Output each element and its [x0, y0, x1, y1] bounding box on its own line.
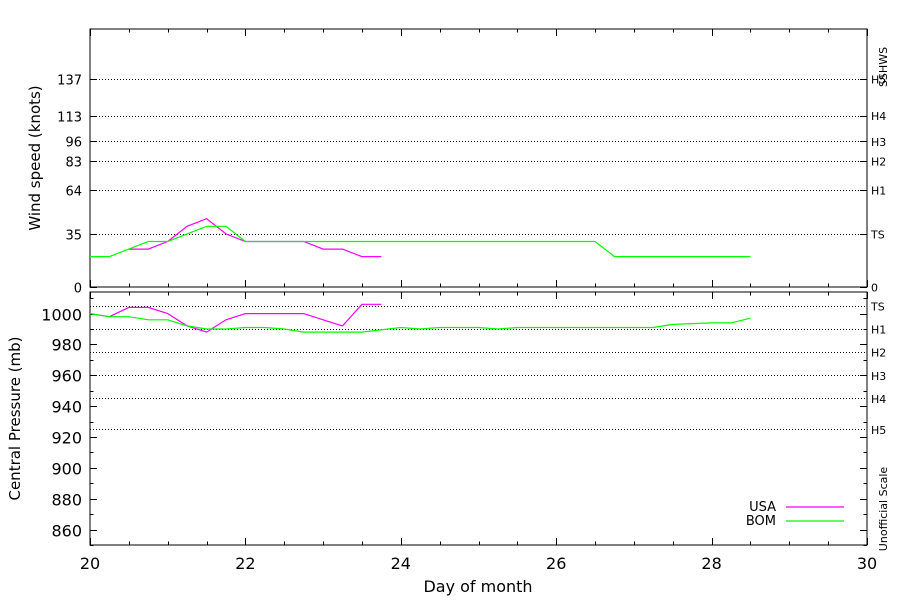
y-tick-label: 1000: [41, 306, 82, 325]
x-tick-label: 30: [857, 554, 877, 573]
category-label: H1: [871, 184, 886, 197]
category-label: TS: [870, 228, 885, 241]
y-axis-label: Central Pressure (mb): [6, 336, 24, 500]
category-label: H3: [871, 136, 886, 149]
y-tick-label: 880: [51, 491, 82, 510]
x-tick-label: 22: [235, 554, 255, 573]
category-label: H2: [871, 156, 886, 169]
y-tick-label: 35: [65, 229, 82, 244]
series-line-usa: [128, 218, 382, 258]
y-tick-label: 96: [65, 136, 82, 151]
y-tick-label: 64: [65, 185, 82, 200]
x-tick-label: 24: [391, 554, 411, 573]
y-tick-label: 920: [51, 429, 82, 448]
series-line-bom: [89, 313, 751, 333]
x-axis-label: Day of month: [423, 577, 532, 596]
category-label: H5: [871, 424, 886, 437]
series-line-usa: [89, 303, 382, 333]
legend-label-usa: USA: [749, 500, 776, 515]
y-tick-label: 900: [51, 460, 82, 479]
category-label: H5: [871, 74, 886, 87]
y-tick-label: 137: [57, 74, 82, 89]
y-tick-label: 83: [65, 156, 82, 171]
legend-label-bom: BOM: [746, 514, 776, 529]
y-tick-label: 980: [51, 336, 82, 355]
x-tick-label: 28: [701, 554, 721, 573]
plot-frame: [89, 28, 868, 288]
category-scale-title: Unofficial Scale: [877, 467, 890, 552]
central-pressure-panel: 860 880 900 920 940 960 980 1000 TS H1 H2 H3 H4 H5 Uno…: [6, 291, 890, 596]
x-tick-label: 20: [80, 554, 100, 573]
y-tick-label: 960: [51, 367, 82, 386]
y-tick-label: 0: [74, 282, 82, 297]
category-label: H4: [871, 110, 886, 123]
y-tick-label: 940: [51, 398, 82, 417]
category-label: H3: [871, 370, 886, 383]
category-label: H4: [871, 393, 886, 406]
y-axis-label: Wind speed (knots): [26, 85, 44, 230]
category-label: H2: [871, 347, 886, 360]
series-line-bom: [90, 225, 751, 258]
plot-frame: [89, 291, 868, 546]
x-tick-label: 26: [546, 554, 566, 573]
y-tick-label: 860: [51, 522, 82, 541]
category-scale-title: SSHWS: [877, 47, 890, 87]
category-label: H1: [871, 324, 886, 337]
category-label: TS: [870, 300, 885, 313]
y-tick-label: 113: [57, 111, 82, 126]
category-label: 0: [871, 282, 878, 295]
